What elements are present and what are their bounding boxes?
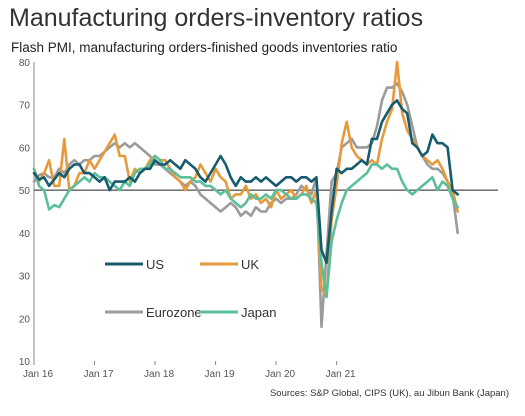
x-tick-label: Jan 18 [144, 369, 174, 380]
y-tick-label: 20 [19, 314, 31, 325]
x-tick-label: Jan 16 [23, 369, 53, 380]
series-line-us [32, 99, 460, 265]
x-tick-label: Jan 17 [84, 369, 114, 380]
y-tick-label: 50 [19, 186, 31, 197]
y-tick-label: 60 [19, 143, 31, 154]
series-line-japan [32, 154, 460, 299]
y-tick-label: 70 [19, 101, 31, 112]
legend-eurozone-label: Eurozone [146, 305, 202, 320]
x-tick-label: Jan 21 [326, 369, 356, 380]
y-tick-label: 10 [19, 357, 31, 368]
x-tick-label: Jan 20 [265, 369, 295, 380]
y-tick-label: 80 [19, 58, 31, 69]
chart-title: Manufacturing orders-inventory ratios [9, 4, 424, 32]
y-tick-label: 30 [19, 272, 31, 283]
x-tick-label: Jan 19 [205, 369, 235, 380]
source-note: Sources: S&P Global, CIPS (UK), au Jibun… [269, 388, 509, 399]
legend-us-label: US [146, 257, 164, 272]
series-line-uk [32, 60, 460, 299]
chart-subtitle: Flash PMI, manufacturing orders-finished… [11, 40, 398, 55]
y-tick-label: 40 [19, 229, 31, 240]
legend-uk-label: UK [241, 257, 259, 272]
series-line-eurozone [32, 82, 460, 329]
legend-japan-label: Japan [241, 305, 276, 320]
